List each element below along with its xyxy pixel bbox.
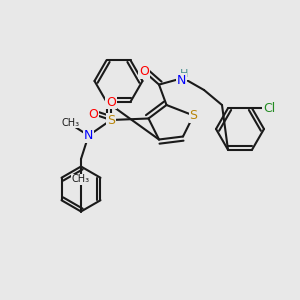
Text: S: S	[107, 113, 115, 127]
Text: Cl: Cl	[263, 102, 275, 115]
Text: N: N	[84, 129, 93, 142]
Text: N: N	[177, 74, 186, 87]
Text: O: O	[88, 107, 98, 121]
Text: S: S	[190, 109, 197, 122]
Text: O: O	[139, 65, 149, 78]
Text: O: O	[106, 95, 116, 109]
Text: CH₃: CH₃	[61, 118, 80, 128]
Text: H: H	[180, 69, 189, 80]
Text: CH₃: CH₃	[72, 174, 90, 184]
